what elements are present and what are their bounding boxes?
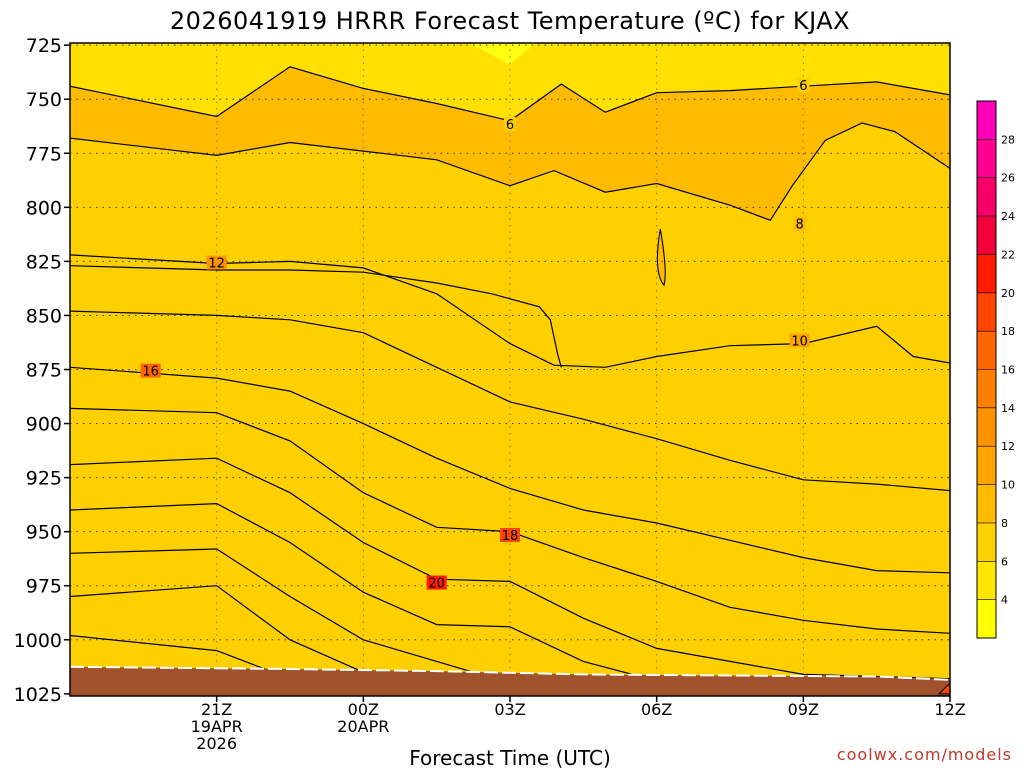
colorbar-label-20: 20 xyxy=(1001,287,1015,300)
fill-band-2-4 xyxy=(70,43,950,121)
xtick-label-6-0: 00Z xyxy=(348,700,379,719)
ytick-label-800: 800 xyxy=(26,197,62,219)
contour-10 xyxy=(70,310,950,492)
xtick-label-10-0: 03Z xyxy=(494,700,525,719)
contour-label-16-5: 16 xyxy=(142,365,159,380)
colorbar-segment-26 xyxy=(977,139,996,179)
ytick-label-1025: 1025 xyxy=(14,684,62,706)
xtick-label-18-0: 09Z xyxy=(788,700,819,719)
x-axis-label: Forecast Time (UTC) xyxy=(409,746,611,768)
contour-label-6-1: 6 xyxy=(799,79,807,94)
colorbar-segment-2 xyxy=(977,599,996,639)
chart-title: 2026041919 HRRR Forecast Temperature (ºC… xyxy=(170,7,850,35)
colorbar-segment-18 xyxy=(977,292,996,332)
xtick-label-2-1: 19APR xyxy=(191,717,243,736)
colorbar-segment-4 xyxy=(977,561,996,601)
ytick-label-875: 875 xyxy=(26,360,62,382)
colorbar-segment-8 xyxy=(977,484,996,524)
colorbar-segment-12 xyxy=(977,407,996,447)
ytick-label-850: 850 xyxy=(26,305,62,327)
y-axis: 725 750 775 800 825 850 875 900 925 950 975 1000 102… xyxy=(14,35,70,706)
contour-20 xyxy=(70,457,950,680)
colorbar-label-28: 28 xyxy=(1001,133,1015,146)
colorbar-segment-16 xyxy=(977,331,996,370)
contour-label-18-6: 18 xyxy=(502,529,519,544)
ytick-label-925: 925 xyxy=(26,468,62,490)
xtick-label-6-1: 20APR xyxy=(337,717,389,736)
ytick-label-775: 775 xyxy=(26,143,62,165)
colorbar-segment-28 xyxy=(977,101,996,140)
contour-8 xyxy=(70,122,950,222)
ytick-label-825: 825 xyxy=(26,251,62,273)
ytick-label-750: 750 xyxy=(26,89,62,111)
contour-label-6-0: 6 xyxy=(506,118,514,133)
contour-label-bg-3 xyxy=(789,333,810,348)
surface-line xyxy=(70,665,950,681)
contour-label-bg-1 xyxy=(797,78,810,93)
contour-labels-layer: 6 6 8 10 12 16 18 20 xyxy=(140,78,810,592)
colorbar-label-12: 12 xyxy=(1001,440,1015,453)
xtick-label-2-2: 2026 xyxy=(196,734,237,753)
xtick-label-14-0: 06Z xyxy=(641,700,672,719)
colorbar-segment-10 xyxy=(977,446,996,486)
contour-14 xyxy=(70,265,562,368)
ground-surface xyxy=(70,665,950,696)
colorbar-segment-6 xyxy=(977,522,996,562)
fill-band-6-8-overlay xyxy=(70,66,950,221)
ytick-label-975: 975 xyxy=(26,576,62,598)
contour-label-20-7: 20 xyxy=(428,577,445,592)
contour-12 xyxy=(70,254,950,368)
colorbar-label-10: 10 xyxy=(1001,479,1015,492)
contour-18 xyxy=(70,407,950,634)
colorbar-segment-24 xyxy=(977,177,996,217)
contour-label-bg-7 xyxy=(426,575,447,590)
contour-label-bg-0 xyxy=(504,117,516,132)
colorbar: 4 6 8 10 12 14 16 18 20 22 24 26 28 xyxy=(976,100,1015,639)
colorbar-label-22: 22 xyxy=(1001,248,1015,261)
contour-label-8-2: 8 xyxy=(796,218,804,233)
xtick-label-22-0: 12Z xyxy=(934,700,965,719)
closed-8-contour-pocket xyxy=(656,228,666,287)
contour-label-bg-6 xyxy=(500,527,520,542)
colorbar-segment-14 xyxy=(977,369,996,409)
ytick-label-900: 900 xyxy=(26,414,62,436)
colorbar-label-6: 6 xyxy=(1001,555,1008,568)
colorbar-segment-20 xyxy=(977,254,996,294)
colorbar-label-26: 26 xyxy=(1001,172,1015,185)
contour-label-10-3: 10 xyxy=(791,334,808,349)
warm-pocket xyxy=(937,682,950,695)
temperature-fill-layer xyxy=(70,43,950,696)
ytick-label-950: 950 xyxy=(26,522,62,544)
ytick-label-1000: 1000 xyxy=(14,630,62,652)
colorbar-label-24: 24 xyxy=(1001,210,1015,223)
contour-16 xyxy=(70,366,950,574)
xtick-label-2-0: 21Z xyxy=(201,700,232,719)
credit-text: coolwx.com/models xyxy=(837,745,1012,764)
colorbar-segment-22 xyxy=(977,216,996,255)
ground-fill xyxy=(70,666,950,696)
colorbar-label-8: 8 xyxy=(1001,517,1008,530)
contour-label-12-4: 12 xyxy=(208,257,225,272)
colorbar-label-4: 4 xyxy=(1001,594,1008,607)
colorbar-label-18: 18 xyxy=(1001,325,1015,338)
contour-label-bg-4 xyxy=(206,255,227,270)
fill-band-below-4 xyxy=(469,43,536,65)
colorbar-label-14: 14 xyxy=(1001,402,1015,415)
contour-label-bg-5 xyxy=(140,363,161,378)
colorbar-label-16: 16 xyxy=(1001,364,1015,377)
contour-label-bg-2 xyxy=(793,216,806,231)
ytick-label-725: 725 xyxy=(26,35,62,57)
